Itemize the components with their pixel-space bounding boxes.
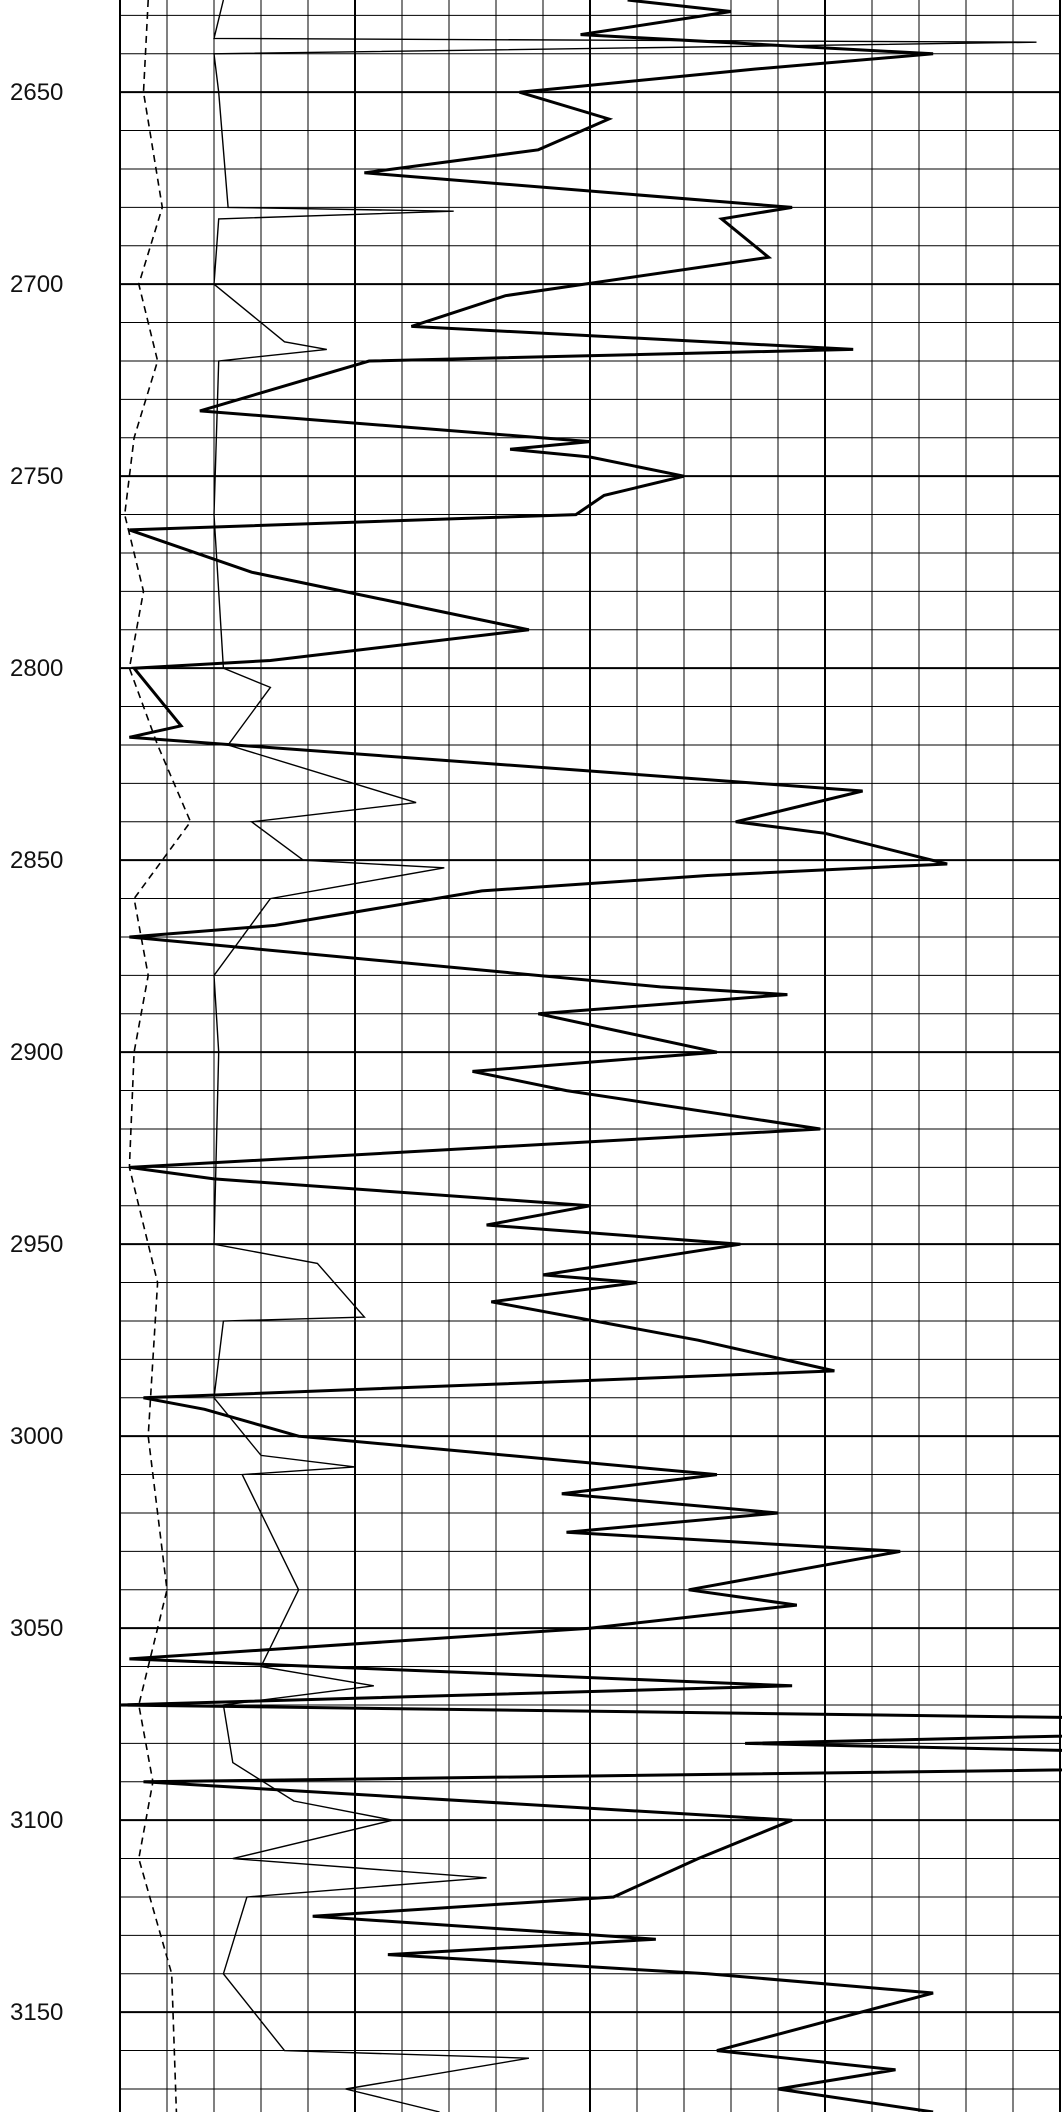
depth-tick-label: 3100 xyxy=(10,1807,63,1834)
depth-tick-label: 2950 xyxy=(10,1231,63,1258)
log-curve-bold-2 xyxy=(119,0,1062,2112)
depth-tick-label: 2900 xyxy=(10,1039,63,1066)
depth-tick-label: 3150 xyxy=(10,1999,63,2026)
log-curve-thin-1 xyxy=(213,0,1037,2112)
depth-tick-label: 2800 xyxy=(10,655,63,682)
log-curve-dashed-0 xyxy=(123,0,192,2112)
depth-tick-label: 2850 xyxy=(10,847,63,874)
depth-tick-label: 3000 xyxy=(10,1423,63,1450)
log-curves xyxy=(119,0,1062,2112)
depth-tick-label: 3050 xyxy=(10,1615,63,1642)
depth-axis: 2650 2700 2750 2800 2850 2900 2950 3000 3050 3100… xyxy=(10,79,63,2026)
depth-tick-label: 2750 xyxy=(10,463,63,490)
depth-tick-label: 2650 xyxy=(10,79,63,106)
grid xyxy=(119,0,1061,2112)
depth-tick-label: 2700 xyxy=(10,271,63,298)
